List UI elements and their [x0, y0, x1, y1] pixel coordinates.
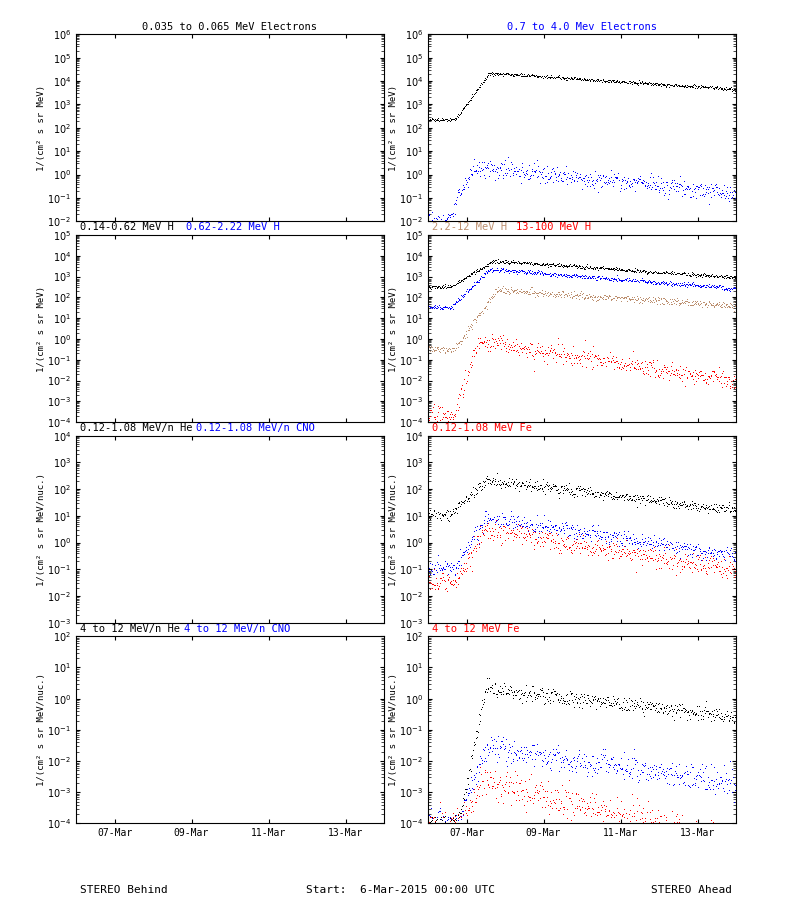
Y-axis label: 1/(cm² s sr MeV/nuc.): 1/(cm² s sr MeV/nuc.)	[37, 472, 46, 586]
Text: 4 to 12 MeV/n CNO: 4 to 12 MeV/n CNO	[184, 624, 290, 634]
Y-axis label: 1/(cm² s sr MeV): 1/(cm² s sr MeV)	[37, 85, 46, 171]
Y-axis label: 1/(cm² s sr MeV): 1/(cm² s sr MeV)	[389, 85, 398, 171]
Y-axis label: 1/(cm² s sr MeV/nuc.): 1/(cm² s sr MeV/nuc.)	[389, 472, 398, 586]
Y-axis label: 1/(cm² s sr MeV/nuc.): 1/(cm² s sr MeV/nuc.)	[37, 673, 46, 787]
Text: 0.62-2.22 MeV H: 0.62-2.22 MeV H	[186, 222, 279, 232]
Y-axis label: 1/(cm² s sr MeV): 1/(cm² s sr MeV)	[389, 285, 398, 372]
Text: 4 to 12 MeV Fe: 4 to 12 MeV Fe	[432, 624, 519, 634]
Y-axis label: 1/(cm² s sr MeV/nuc.): 1/(cm² s sr MeV/nuc.)	[389, 673, 398, 787]
Text: STEREO Behind: STEREO Behind	[80, 885, 168, 895]
Text: 4 to 12 MeV/n He: 4 to 12 MeV/n He	[80, 624, 180, 634]
Text: 0.12-1.08 MeV Fe: 0.12-1.08 MeV Fe	[432, 423, 532, 433]
Text: Start:  6-Mar-2015 00:00 UTC: Start: 6-Mar-2015 00:00 UTC	[306, 885, 494, 895]
Text: STEREO Ahead: STEREO Ahead	[651, 885, 732, 895]
Text: 13-100 MeV H: 13-100 MeV H	[516, 222, 591, 232]
Y-axis label: 1/(cm² s sr MeV): 1/(cm² s sr MeV)	[37, 285, 46, 372]
Text: 0.14-0.62 MeV H: 0.14-0.62 MeV H	[80, 222, 174, 232]
Text: 0.12-1.08 MeV/n He: 0.12-1.08 MeV/n He	[80, 423, 193, 433]
Text: 0.12-1.08 MeV/n CNO: 0.12-1.08 MeV/n CNO	[196, 423, 314, 433]
Text: 0.035 to 0.065 MeV Electrons: 0.035 to 0.065 MeV Electrons	[142, 22, 318, 32]
Text: 0.7 to 4.0 Mev Electrons: 0.7 to 4.0 Mev Electrons	[507, 22, 657, 32]
Text: 2.2-12 MeV H: 2.2-12 MeV H	[432, 222, 507, 232]
